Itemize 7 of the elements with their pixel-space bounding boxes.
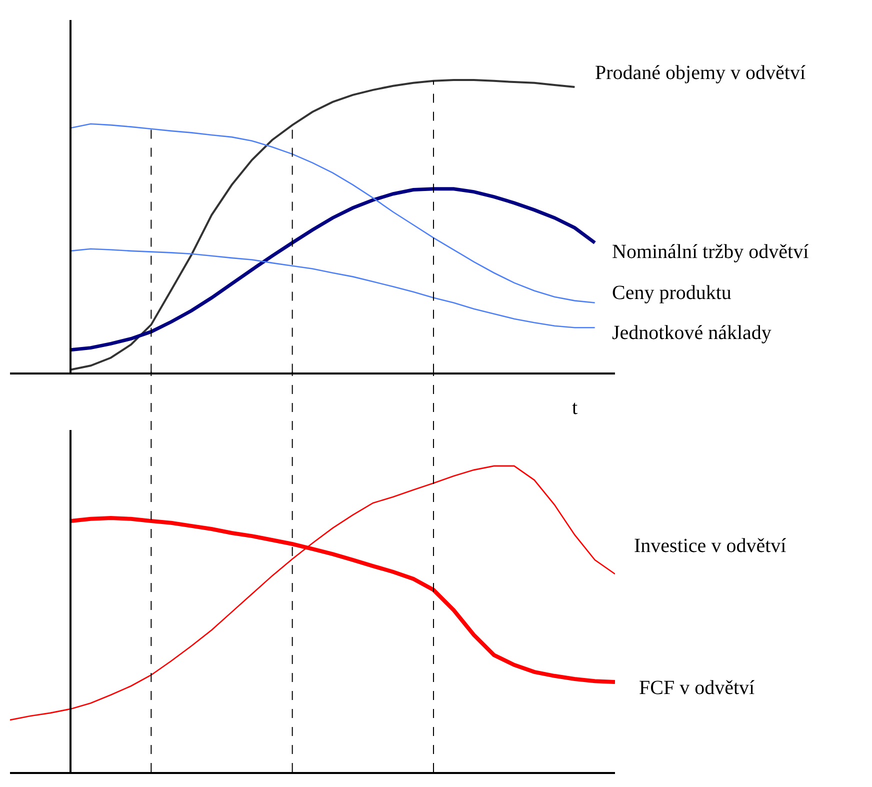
series-label: Prodané objemy v odvětví [595, 62, 806, 84]
series-label: FCF v odvětví [639, 677, 756, 699]
series-label: Nominální tržby odvětví [612, 241, 810, 263]
x-axis-title: t [572, 397, 578, 419]
series-label: Investice v odvětví [634, 535, 787, 557]
series-label: Ceny produktu [612, 282, 732, 304]
series-label: Jednotkové náklady [612, 322, 772, 344]
